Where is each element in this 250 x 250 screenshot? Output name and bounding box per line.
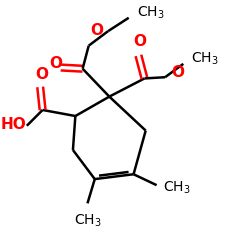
Text: CH$_3$: CH$_3$ [74, 213, 101, 230]
Text: HO: HO [1, 117, 26, 132]
Text: O: O [133, 34, 146, 49]
Text: O: O [90, 24, 103, 38]
Text: CH$_3$: CH$_3$ [190, 50, 218, 67]
Text: CH$_3$: CH$_3$ [137, 5, 165, 21]
Text: CH$_3$: CH$_3$ [163, 180, 190, 196]
Text: O: O [50, 56, 62, 72]
Text: O: O [171, 65, 184, 80]
Text: O: O [35, 66, 48, 82]
